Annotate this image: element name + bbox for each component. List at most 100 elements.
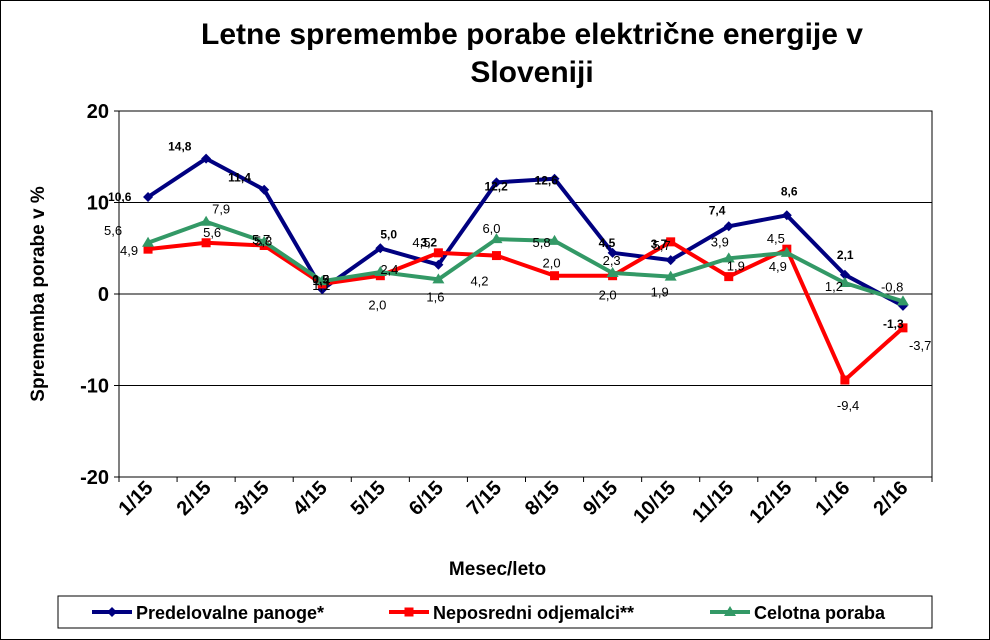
- data-label: 2,0: [599, 288, 617, 303]
- data-label: 8,6: [781, 184, 798, 198]
- x-tick-label: 2/15: [173, 477, 216, 520]
- data-label: 1,6: [426, 289, 444, 304]
- data-point: [724, 272, 734, 282]
- data-point: [839, 269, 850, 280]
- data-point: [433, 248, 443, 258]
- data-point: [491, 177, 502, 188]
- x-tick-label: 4/15: [289, 477, 332, 520]
- data-point: [259, 184, 270, 195]
- data-point: [432, 273, 445, 284]
- x-axis-label: Mesec/leto: [449, 559, 546, 580]
- data-point: [316, 275, 329, 286]
- x-tick-label: 8/15: [521, 477, 564, 520]
- data-label: 2,1: [837, 248, 854, 262]
- data-label: 1,4: [312, 273, 330, 288]
- data-label: -1,3: [883, 317, 904, 331]
- x-tick-label: 9/15: [579, 477, 622, 520]
- data-label: 14,8: [168, 140, 192, 154]
- data-point: [723, 221, 734, 232]
- data-point: [781, 210, 792, 221]
- data-point: [142, 236, 155, 247]
- data-label: 5,6: [203, 225, 221, 240]
- data-point: [433, 259, 444, 270]
- y-tick-label: -10: [80, 376, 109, 398]
- data-point: [374, 266, 387, 277]
- data-point: [665, 255, 676, 266]
- legend-label: Neposredni odjemalci**: [433, 603, 634, 623]
- data-point: [898, 323, 908, 333]
- x-axis-ticks: 1/15 2/15 3/15 4/15 5/15 6/15 7/15 8/15 9/15 10/1…: [114, 477, 933, 528]
- x-tick-label: 2/16: [869, 477, 912, 520]
- series-predelovalne-panoge: [143, 153, 908, 311]
- data-label: 1,9: [727, 259, 745, 274]
- x-tick-label: 7/15: [463, 477, 506, 520]
- data-label: 1,9: [651, 285, 669, 300]
- data-label: -9,4: [837, 398, 859, 413]
- chart-title-line-2: Sloveniji: [470, 56, 593, 89]
- data-label: 2,3: [603, 253, 621, 268]
- data-labels: 10,6 14,8 11,4 0,5 5,0 3,2 12,2 12,6 4,5 3,7 7,4 8,…: [104, 140, 931, 413]
- data-label: 4,9: [769, 259, 787, 274]
- data-point: [606, 266, 619, 277]
- series-line: [147, 239, 905, 383]
- y-axis-ticks: 20 10 0 -10 -20: [80, 101, 119, 489]
- data-point: [896, 295, 909, 306]
- data-point: [200, 215, 213, 226]
- data-label: 3,7: [651, 237, 668, 251]
- data-label: 0,5: [312, 272, 329, 286]
- data-point: [201, 153, 212, 164]
- y-tick-label: -20: [80, 467, 109, 489]
- y-tick-label: 10: [87, 193, 109, 215]
- data-label: 2,0: [368, 298, 386, 313]
- data-label: 5,0: [380, 227, 397, 241]
- chart-title-line-1: Letne spremembe porabe električne energi…: [201, 18, 863, 51]
- x-tick-label: 6/15: [405, 477, 448, 520]
- data-point: [722, 252, 735, 263]
- data-label: 5,7: [653, 238, 671, 253]
- data-label: 11,4: [228, 171, 251, 185]
- legend-label: Celotna poraba: [754, 603, 886, 623]
- series-neposredni-odjemalci: [143, 237, 908, 385]
- data-label: -0,8: [881, 279, 903, 294]
- legend-item-predelovalne-panoge: Predelovalne panoge*: [92, 603, 324, 623]
- gridlines: [119, 110, 932, 478]
- data-point: [840, 375, 850, 385]
- x-tick-label: 10/15: [629, 477, 680, 528]
- y-axis-label: Sprememba porabe v %: [28, 186, 49, 402]
- data-label: 3,9: [711, 234, 729, 249]
- data-label: 1,2: [825, 279, 843, 294]
- data-point: [838, 277, 851, 288]
- data-label: 1,1: [312, 278, 330, 293]
- legend-label: Predelovalne panoge*: [136, 603, 324, 623]
- data-label: -3,7: [909, 338, 931, 353]
- data-label: 5,8: [533, 235, 551, 250]
- data-label: 4,2: [470, 274, 488, 289]
- x-tick-label: 5/15: [347, 477, 390, 520]
- series-celotna-poraba: [142, 215, 909, 306]
- data-label: 5,7: [252, 232, 270, 247]
- data-point: [550, 271, 560, 281]
- y-tick-label: 0: [98, 284, 109, 306]
- data-label: 4,5: [412, 235, 430, 250]
- data-label: 4,9: [120, 243, 138, 258]
- data-label: 12,2: [484, 179, 508, 193]
- legend-marker: [107, 607, 117, 617]
- data-label: 2,4: [380, 262, 398, 277]
- data-label: 12,6: [535, 174, 559, 188]
- legend-marker: [724, 606, 736, 616]
- x-tick-label: 1/16: [811, 477, 854, 520]
- data-label: 10,6: [108, 190, 132, 204]
- data-label: 3,2: [420, 236, 437, 250]
- data-label: 4,5: [767, 231, 785, 246]
- data-label: 7,9: [212, 202, 230, 217]
- legend-box: [57, 595, 933, 629]
- data-label: 7,4: [709, 203, 726, 217]
- data-point: [664, 270, 677, 281]
- data-point: [143, 244, 153, 254]
- data-point: [666, 237, 676, 247]
- x-tick-label: 3/15: [231, 477, 274, 520]
- data-point: [607, 247, 618, 258]
- data-point: [491, 251, 501, 261]
